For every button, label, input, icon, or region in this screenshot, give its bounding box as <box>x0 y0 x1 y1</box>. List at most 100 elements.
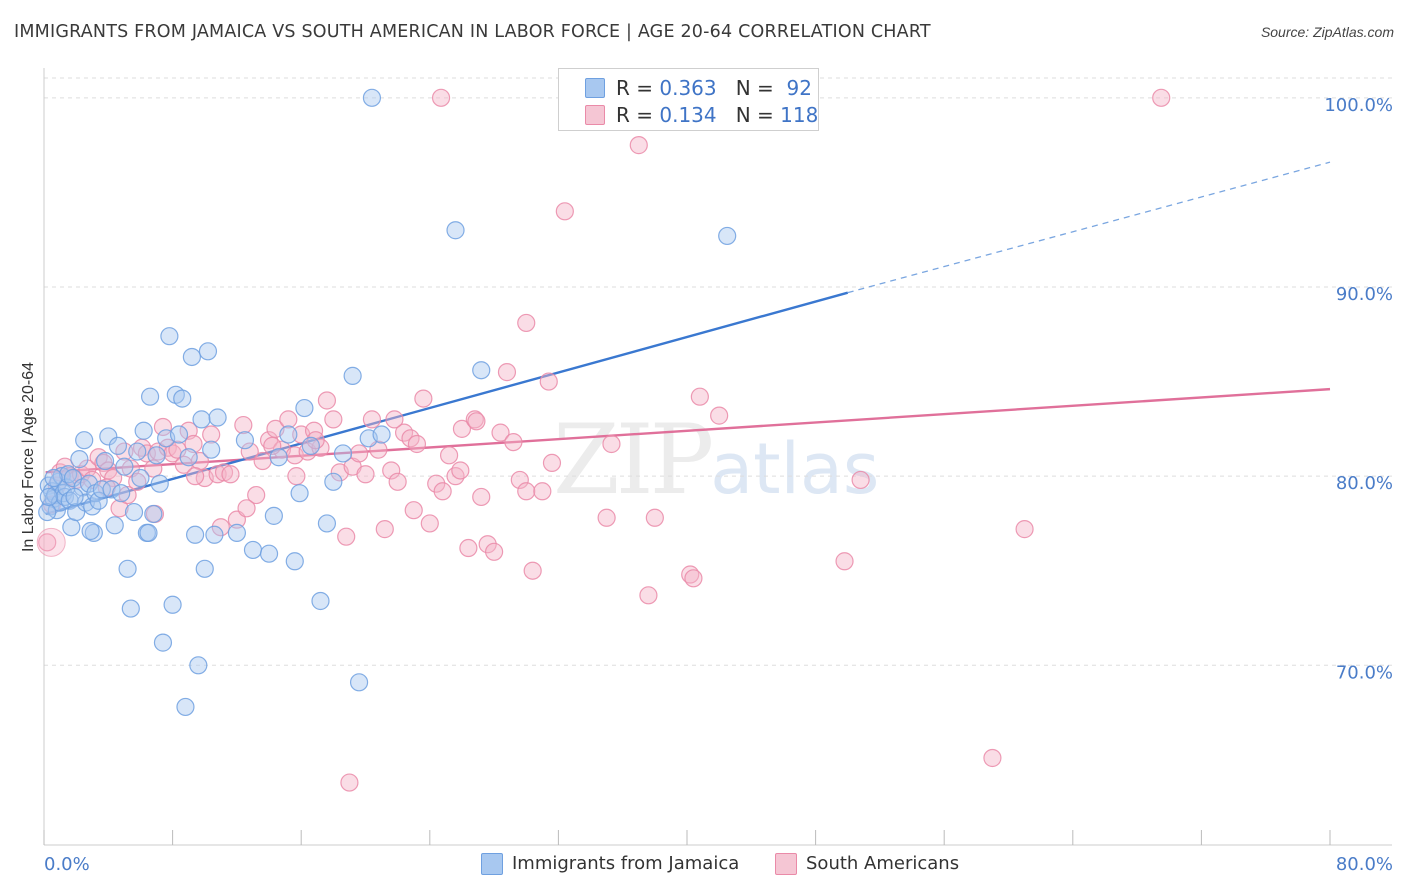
jamaica-point <box>192 410 211 429</box>
jamaica-point <box>235 431 255 450</box>
south-americans-point <box>186 467 205 486</box>
south-americans-point <box>485 542 504 561</box>
jamaica-point <box>139 523 158 542</box>
jamaica-point <box>70 450 89 469</box>
jamaica-point <box>163 595 182 614</box>
jamaica-point <box>349 673 369 692</box>
south-americans-point <box>287 467 306 486</box>
jamaica-point <box>124 502 144 522</box>
jamaica-point <box>279 425 298 444</box>
legend-r-value-south-americans: 0.134 <box>659 103 717 127</box>
south-americans-point <box>420 514 439 533</box>
jamaica-point <box>205 525 224 544</box>
south-americans-point <box>510 470 529 490</box>
jamaica-point <box>102 480 121 499</box>
jamaica-point <box>317 514 337 533</box>
south-americans-point <box>983 748 1002 768</box>
south-americans-point <box>710 406 729 425</box>
legend-n-label: N = <box>735 76 774 100</box>
jamaica-point <box>105 516 124 535</box>
south-americans-point <box>414 389 433 408</box>
jamaica-point <box>202 440 221 459</box>
jamaica-point <box>147 446 166 465</box>
jamaica-point <box>81 521 100 541</box>
south-americans-point <box>306 431 325 450</box>
legend-r-label: R = <box>616 103 654 127</box>
south-americans-point <box>451 461 470 480</box>
jamaica-point <box>198 342 218 361</box>
jamaica-point <box>446 221 465 240</box>
jamaica-point <box>472 361 491 380</box>
jamaica-point <box>182 347 201 367</box>
south-americans-point <box>214 463 234 482</box>
south-americans-point <box>452 419 472 438</box>
jamaica-point <box>92 480 111 499</box>
trend-line-jamaica <box>45 291 849 516</box>
jamaica-point <box>112 484 131 503</box>
jamaica-point <box>169 425 189 444</box>
jamaica-point <box>179 448 198 467</box>
south-americans-point <box>1015 520 1034 539</box>
south-americans-point <box>472 487 491 507</box>
y-tick-label: 100.0% <box>1324 95 1393 116</box>
south-americans-point <box>240 442 259 461</box>
watermark-atlas: atlas <box>710 428 880 510</box>
x-tick-label-max: 80.0% <box>1336 854 1393 875</box>
south-americans-point <box>523 561 542 580</box>
jamaica-point <box>343 366 362 385</box>
south-americans-point <box>1152 88 1171 107</box>
jamaica-point <box>186 525 205 544</box>
trend-line-south-americans <box>45 387 1331 474</box>
south-americans-point <box>279 410 298 429</box>
south-americans-points <box>36 88 1171 792</box>
south-americans-point <box>542 453 562 473</box>
jamaica-point <box>99 427 118 446</box>
south-americans-point <box>234 415 253 435</box>
south-americans-point <box>690 387 709 406</box>
jamaica-point <box>134 421 153 440</box>
south-americans-point <box>851 470 870 490</box>
jamaica-point <box>243 540 263 560</box>
jamaica-point <box>718 226 737 246</box>
south-americans-point <box>597 508 616 527</box>
south-americans-point <box>684 569 703 588</box>
jamaica-point <box>95 451 115 471</box>
jamaica-point <box>150 474 169 493</box>
south-americans-point <box>517 482 536 501</box>
jamaica-point <box>115 457 134 476</box>
legend-n-label: N = <box>735 103 774 127</box>
jamaica-point <box>362 88 382 107</box>
bottom-legend-label-south-americans: South Americans <box>806 853 960 874</box>
jamaica-point <box>108 436 128 455</box>
south-americans-point <box>211 518 230 537</box>
south-americans-point <box>375 520 394 539</box>
jamaica-point <box>195 559 214 578</box>
south-americans-point <box>431 88 451 107</box>
south-americans-point <box>385 410 404 429</box>
south-americans-point <box>356 465 375 484</box>
south-americans-point <box>555 202 574 221</box>
south-americans-point <box>504 432 523 452</box>
jamaica-point <box>295 398 314 418</box>
jamaica-point <box>75 431 94 450</box>
legend: R = 0.363 N = 92 R = 0.134 N = 118 <box>558 68 819 131</box>
south-americans-point <box>491 423 510 442</box>
south-americans-point <box>388 472 407 491</box>
south-americans-point <box>645 508 664 527</box>
south-americans-point <box>835 552 854 571</box>
bottom-legend-swatch-south-americans <box>775 853 797 875</box>
gridlines <box>44 77 1392 666</box>
jamaica-point <box>121 599 140 618</box>
bottom-legend-label-jamaica: Immigrants from Jamaica <box>512 853 740 874</box>
south-americans-point <box>446 467 465 486</box>
axes <box>43 68 1392 846</box>
south-americans-point <box>38 533 57 552</box>
jamaica-point <box>259 544 279 563</box>
south-americans-point <box>602 434 621 454</box>
south-americans-point <box>153 417 173 437</box>
jamaica-points <box>38 88 737 717</box>
jamaica-point <box>372 425 391 444</box>
jamaica-point <box>65 487 84 507</box>
south-americans-point <box>221 465 240 484</box>
